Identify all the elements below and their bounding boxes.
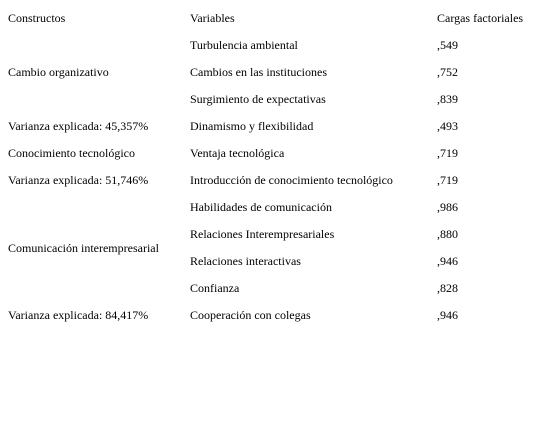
variable: Turbulencia ambiental (190, 38, 298, 52)
construct: Cambio organizativo (8, 65, 109, 79)
loading: ,986 (437, 200, 458, 214)
loading: ,946 (437, 308, 458, 322)
loading: ,493 (437, 119, 458, 133)
variable: Cambios en las instituciones (190, 65, 327, 79)
loading: ,752 (437, 65, 458, 79)
header-cell: Variables (190, 11, 235, 25)
variable: Relaciones Interempresariales (190, 227, 335, 241)
loading: ,719 (437, 146, 458, 160)
variance: Varianza explicada: 84,417% (8, 308, 149, 322)
variance: Varianza explicada: 51,746% (8, 173, 149, 187)
loading: ,880 (437, 227, 458, 241)
variable: Confianza (190, 281, 240, 295)
variable: Habilidades de comunicación (190, 200, 332, 214)
variable: Surgimiento de expectativas (190, 92, 326, 106)
loading: ,828 (437, 281, 458, 295)
loading: ,719 (437, 173, 458, 187)
header-cell: Cargas factoriales (437, 11, 524, 25)
variable: Cooperación con colegas (190, 308, 311, 322)
variable: Dinamismo y flexibilidad (190, 119, 314, 133)
construct: Comunicación interempresarial (8, 240, 159, 255)
variable: Introducción de conocimiento tecnológico (190, 173, 393, 187)
construct: Conocimiento tecnológico (8, 146, 135, 160)
loading: ,946 (437, 254, 458, 268)
variable: Ventaja tecnológica (190, 146, 285, 160)
variable: Relaciones interactivas (190, 254, 301, 268)
loading: ,839 (437, 92, 458, 106)
variance: Varianza explicada: 45,357% (8, 119, 149, 133)
loading: ,549 (437, 38, 458, 52)
header-cell: Constructos (8, 11, 66, 25)
